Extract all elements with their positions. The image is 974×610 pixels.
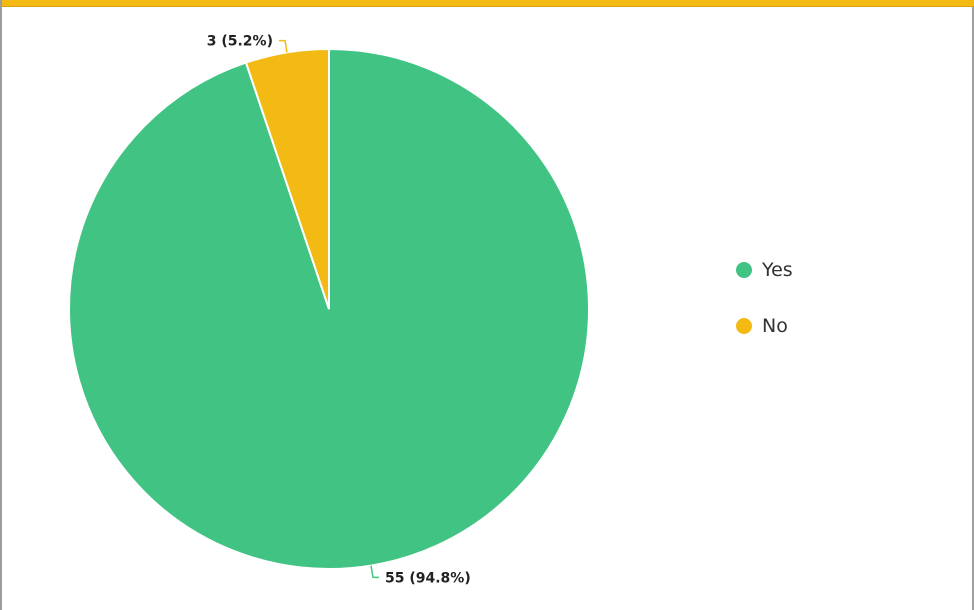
legend-item-yes[interactable]: Yes — [736, 256, 793, 284]
legend-marker-no — [736, 318, 752, 334]
legend-marker-yes — [736, 262, 752, 278]
legend-label-yes: Yes — [762, 259, 793, 281]
data-label-yes: 55 (94.8%) — [385, 570, 471, 586]
pie-slice-no[interactable] — [244, 47, 330, 310]
legend-item-no[interactable]: No — [736, 312, 793, 340]
data-label-connector-no — [278, 39, 288, 53]
chart-legend: Yes No — [736, 256, 793, 368]
top-accent-bar — [2, 0, 974, 7]
pie-slices — [68, 47, 590, 570]
data-label-no: 3 (5.2%) — [207, 34, 273, 50]
legend-label-no: No — [762, 315, 788, 337]
pie-data-labels: 55 (94.8%) 3 (5.2%) — [207, 34, 471, 587]
data-label-connector-yes — [370, 565, 380, 579]
